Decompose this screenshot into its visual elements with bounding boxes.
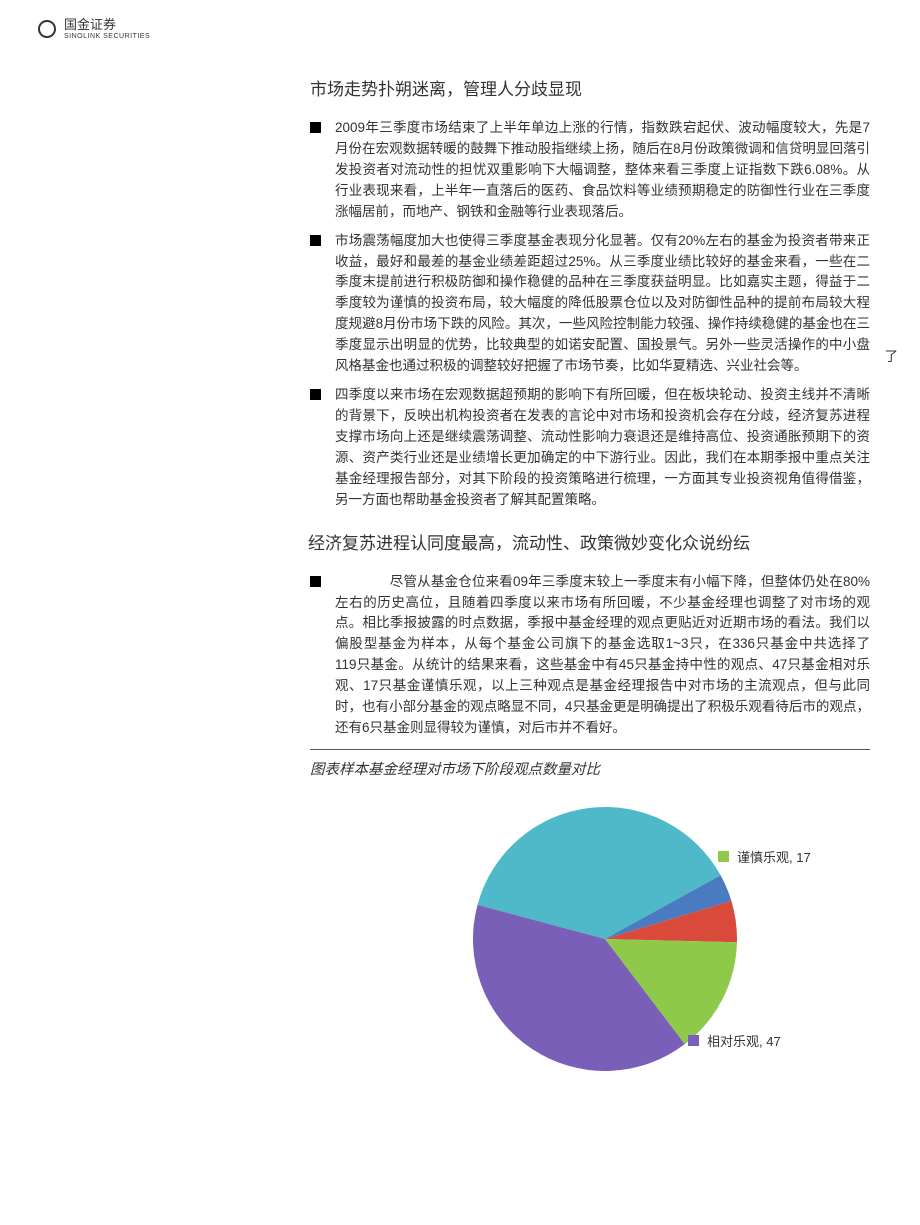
bullet-item: 四季度以来市场在宏观数据超预期的影响下有所回暖，但在板块轮动、投资主线并不清晰的…	[310, 385, 870, 511]
overflow-char: 了	[885, 345, 899, 365]
bullet-item: 市场震荡幅度加大也使得三季度基金表现分化显著。仅有20%左右的基金为投资者带来正…	[310, 231, 870, 377]
legend-item-cautious-optimistic: 谨慎乐观, 17	[718, 847, 811, 866]
report-header: 国金证券 SINOLINK SECURITIES	[38, 18, 150, 40]
bullet-item: 尽管从基金仓位来看09年三季度末较上一季度末有小幅下降，但整体仍处在80%左右的…	[310, 572, 870, 739]
bullet-text: 尽管从基金仓位来看09年三季度末较上一季度末有小幅下降，但整体仍处在80%左右的…	[335, 572, 870, 739]
pie-chart-svg	[310, 799, 870, 1079]
bullet-item: 2009年三季度市场结束了上半年单边上涨的行情，指数跌宕起伏、波动幅度较大，先是…	[310, 118, 870, 223]
logo-text: 国金证券 SINOLINK SECURITIES	[64, 18, 150, 40]
bullet-square-icon	[310, 235, 321, 246]
bullet-square-icon	[310, 576, 321, 587]
bullet-text: 2009年三季度市场结束了上半年单边上涨的行情，指数跌宕起伏、波动幅度较大，先是…	[335, 118, 870, 223]
logo-circle-icon	[38, 20, 56, 38]
bullet-text: 四季度以来市场在宏观数据超预期的影响下有所回暖，但在板块轮动、投资主线并不清晰的…	[335, 385, 870, 511]
logo-cn: 国金证券	[64, 18, 150, 31]
legend-item-relatively-optimistic: 相对乐观, 47	[688, 1031, 781, 1050]
bullet-square-icon	[310, 122, 321, 133]
logo-en: SINOLINK SECURITIES	[64, 33, 150, 40]
section1-title: 市场走势扑朔迷离，管理人分歧显现	[310, 75, 870, 100]
legend-swatch-icon	[718, 851, 729, 862]
section-divider	[310, 749, 870, 750]
pie-chart-container: 谨慎乐观, 17 相对乐观, 47	[310, 799, 870, 1079]
legend-label: 相对乐观, 47	[707, 1031, 781, 1050]
section2-title: 经济复苏进程认同度最高，流动性、政策微妙变化众说纷纭	[308, 529, 870, 554]
main-content: 市场走势扑朔迷离，管理人分歧显现 2009年三季度市场结束了上半年单边上涨的行情…	[310, 75, 870, 1079]
chart-title: 图表样本基金经理对市场下阶段观点数量对比	[310, 758, 870, 779]
bullet-text: 市场震荡幅度加大也使得三季度基金表现分化显著。仅有20%左右的基金为投资者带来正…	[335, 231, 870, 377]
legend-label: 谨慎乐观, 17	[737, 847, 811, 866]
legend-swatch-icon	[688, 1035, 699, 1046]
bullet-square-icon	[310, 389, 321, 400]
